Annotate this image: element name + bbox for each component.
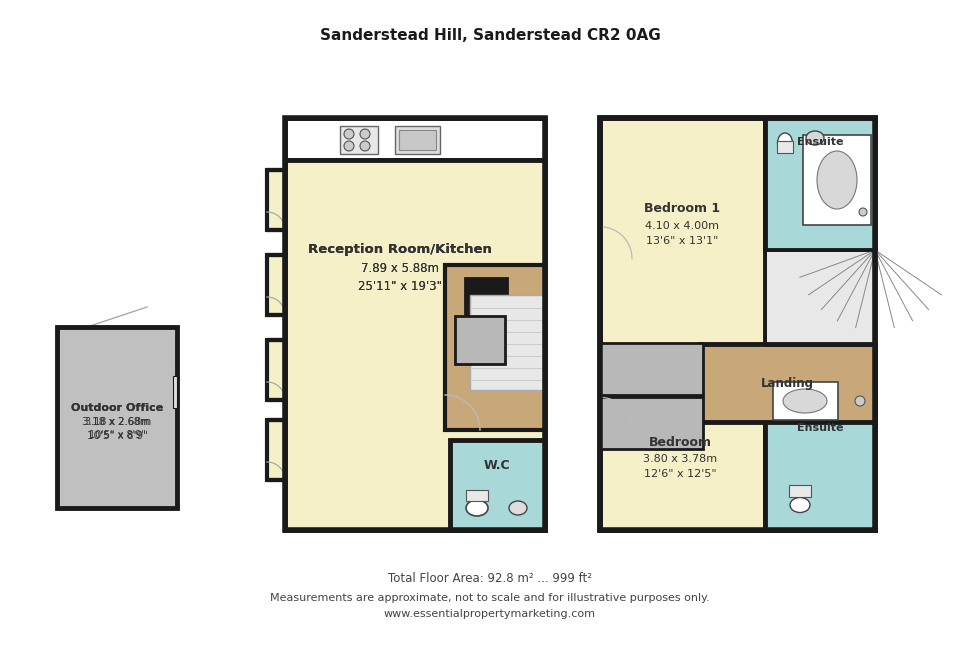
Text: 4.10 x 4.00m: 4.10 x 4.00m xyxy=(645,221,719,231)
Bar xyxy=(285,160,545,530)
Bar xyxy=(600,343,703,395)
Ellipse shape xyxy=(783,389,827,413)
Bar xyxy=(57,327,177,508)
Text: Reception Room/Kitchen: Reception Room/Kitchen xyxy=(308,243,492,256)
Text: Reception Room/Kitchen: Reception Room/Kitchen xyxy=(308,243,492,256)
Text: 7.89 x 5.88m: 7.89 x 5.88m xyxy=(361,262,439,275)
Bar xyxy=(777,141,793,153)
Bar xyxy=(465,278,507,330)
Bar xyxy=(267,340,285,400)
Text: 13'6" x 13'1": 13'6" x 13'1" xyxy=(646,236,718,246)
Text: 3.80 x 3.78m: 3.80 x 3.78m xyxy=(643,454,717,464)
Text: www.essentialpropertymarketing.com: www.essentialpropertymarketing.com xyxy=(384,609,596,619)
Text: Measurements are approximate, not to scale and for illustrative purposes only.: Measurements are approximate, not to sca… xyxy=(270,593,710,603)
Text: Total Floor Area: 92.8 m² ... 999 ft²: Total Floor Area: 92.8 m² ... 999 ft² xyxy=(388,573,592,585)
Bar xyxy=(765,118,875,250)
Text: Outdoor Office: Outdoor Office xyxy=(71,403,163,413)
Bar xyxy=(267,255,285,315)
Bar xyxy=(285,118,545,530)
Text: 3.18 x 2.68m: 3.18 x 2.68m xyxy=(82,417,152,427)
Bar xyxy=(399,130,436,150)
Bar xyxy=(765,250,875,345)
Bar xyxy=(600,397,703,449)
Bar xyxy=(395,126,440,154)
Text: Landing: Landing xyxy=(760,376,813,389)
Bar xyxy=(789,485,811,497)
Ellipse shape xyxy=(509,501,527,515)
Bar xyxy=(445,265,545,430)
Text: W.C: W.C xyxy=(484,459,511,472)
Ellipse shape xyxy=(790,498,810,513)
Text: 12'6" x 12'5": 12'6" x 12'5" xyxy=(644,469,716,479)
Bar xyxy=(600,118,875,530)
Bar xyxy=(773,382,838,420)
Bar xyxy=(455,316,505,364)
Bar xyxy=(285,118,545,160)
Bar xyxy=(466,490,488,501)
Text: 10'5" x 8'9": 10'5" x 8'9" xyxy=(88,430,145,440)
Circle shape xyxy=(360,129,370,139)
Text: Ensuite: Ensuite xyxy=(797,423,843,433)
Text: Bedroom 1: Bedroom 1 xyxy=(644,202,720,215)
Bar xyxy=(765,250,875,345)
Text: Outdoor Office: Outdoor Office xyxy=(71,403,163,413)
Circle shape xyxy=(855,396,865,406)
Ellipse shape xyxy=(806,131,824,145)
Text: Sanderstead Hill, Sanderstead CR2 0AG: Sanderstead Hill, Sanderstead CR2 0AG xyxy=(319,28,661,42)
Bar xyxy=(450,440,545,530)
Bar xyxy=(600,347,765,530)
Bar xyxy=(173,376,177,409)
Circle shape xyxy=(360,141,370,151)
Ellipse shape xyxy=(817,151,857,209)
Bar xyxy=(600,118,875,530)
Bar xyxy=(700,344,875,422)
Bar xyxy=(765,345,875,530)
Bar xyxy=(267,420,285,480)
Bar xyxy=(340,126,378,154)
Text: 7.89 x 5.88m: 7.89 x 5.88m xyxy=(361,262,439,275)
Text: 10'5" x 8'9": 10'5" x 8'9" xyxy=(86,431,147,441)
Text: 3.18 x 2.68m: 3.18 x 2.68m xyxy=(85,417,149,427)
Bar xyxy=(803,135,871,225)
Ellipse shape xyxy=(466,500,488,516)
Text: Ensuite: Ensuite xyxy=(797,137,843,147)
Bar xyxy=(600,118,765,345)
Bar xyxy=(470,295,545,390)
Text: 25'11" x 19'3": 25'11" x 19'3" xyxy=(358,279,442,293)
Text: 25'11" x 19'3": 25'11" x 19'3" xyxy=(358,279,442,293)
Circle shape xyxy=(344,129,354,139)
Circle shape xyxy=(859,208,867,216)
Circle shape xyxy=(344,141,354,151)
Text: Bedroom: Bedroom xyxy=(649,436,711,449)
Ellipse shape xyxy=(777,133,793,153)
Bar xyxy=(267,170,285,230)
